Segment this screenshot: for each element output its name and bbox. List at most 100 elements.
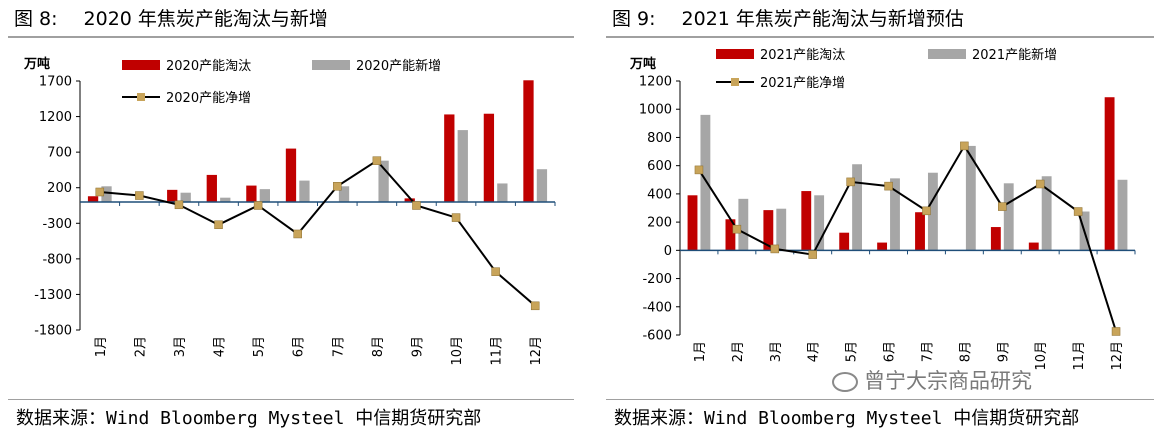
bar-addition [536,169,548,202]
bar-elimination [990,227,1001,251]
bar-addition [1041,176,1052,251]
chart-panel-2021: 图 9: 2021 年焦炭产能淘汰与新增预估 万吨 -600 -400 -200 0 200… [598,0,1160,433]
x-tick-label: 10月 [1034,341,1049,371]
net-change-point [491,267,500,276]
net-change-point [1035,179,1045,189]
bar-elimination [87,196,99,202]
bar-addition [927,172,938,251]
title-divider [606,36,1154,38]
net-change-point [214,220,223,229]
data-source-note: 数据来源：Wind Bloomberg Mysteel 中信期货研究部 [16,408,482,429]
legend-swatch [312,60,350,70]
title-divider [8,36,574,38]
bar-addition [1003,183,1014,251]
y-tick-label: -800 [42,252,72,267]
net-change-point [135,191,144,200]
legend-swatch [716,49,754,59]
y-tick-label: -400 [642,300,672,315]
x-tick-label: 10月 [450,336,465,366]
x-tick-label: 1月 [94,336,109,357]
y-tick-label: 1200 [39,110,72,125]
net-change-point [372,156,382,165]
bar-elimination [483,113,495,202]
source-divider [606,399,1154,400]
y-tick-label: 800 [647,131,672,146]
data-source-note: 数据来源：Wind Bloomberg Mysteel 中信期货研究部 [614,408,1080,429]
wechat-icon [832,372,858,392]
legend-label: 2021产能新增 [972,47,1057,63]
bar-addition [457,130,468,202]
legend-label: 2020产能新增 [356,58,441,74]
y-tick-label: -300 [42,217,72,232]
bar-addition [965,145,976,251]
x-tick-label: 6月 [292,336,307,357]
net-change-point [808,250,817,259]
figure-number: 图 9: [612,8,656,30]
net-change-point [770,244,780,254]
y-tick-label: -1800 [34,324,72,339]
y-tick-label: 400 [647,187,672,202]
bar-addition [220,197,231,202]
x-tick-label: 6月 [883,341,898,362]
bar-elimination [444,114,455,202]
bar-addition [738,198,749,251]
figure-title-text: 2020 年焦炭产能淘汰与新增 [83,8,328,30]
chart-2020: 万吨 -1800 -1300 -800 -300 200 700 1200 1700 1月 2月 3月… [23,56,556,366]
bar-elimination [404,198,415,202]
net-change-point [293,229,302,239]
net-change-point [333,182,342,191]
x-tick-label: 3月 [769,341,784,362]
y-axis-unit-label: 万吨 [629,56,656,72]
net-change-point [451,213,461,222]
x-tick-label: 11月 [490,336,505,366]
x-tick-label: 8月 [371,336,386,357]
figure-title-text: 2021 年焦炭产能淘汰与新增预估 [681,8,964,30]
net-change-point [95,187,105,197]
figure-title-2020: 图 8: 2020 年焦炭产能淘汰与新增 [14,4,328,31]
x-tick-label: 1月 [693,341,708,362]
y-tick-label: 200 [47,181,72,196]
net-change-point [846,177,855,187]
net-change-point [732,224,742,234]
y-axis-unit-label: 万吨 [23,56,50,72]
bar-elimination [839,232,850,251]
net-change-point [530,301,540,311]
chart-2021: 万吨 -600 -400 -200 0 200 400 600 800 1000 1200 1月 2月 3… [629,47,1136,371]
y-tick-label: 1200 [639,75,672,90]
legend-label: 2021产能淘汰 [760,48,845,63]
legend-swatch [122,60,160,70]
figure-title-2021: 图 9: 2021 年焦炭产能淘汰与新增预估 [612,4,964,31]
bar-addition [700,114,711,251]
x-tick-label: 7月 [920,341,935,362]
bar-addition [1117,179,1128,251]
net-change-point [960,141,969,151]
bar-addition [378,160,389,202]
bar-addition [814,195,825,251]
bar-elimination [877,242,888,251]
source-divider [8,399,574,400]
y-tick-label: -200 [642,272,672,287]
x-tick-label: 12月 [529,336,544,366]
bar-addition [180,192,191,202]
x-tick-label: 9月 [410,336,425,357]
x-tick-label: 3月 [173,336,188,357]
x-tick-label: 5月 [252,336,267,357]
net-change-point [922,206,931,216]
y-tick-label: -600 [642,329,672,344]
bar-elimination [1104,97,1115,251]
bar-elimination [246,185,257,202]
legend-label: 2021产能净增 [760,76,845,91]
net-change-point [253,201,263,210]
bar-elimination [206,174,217,202]
bar-elimination [915,212,925,251]
x-tick-label: 12月 [1110,341,1125,371]
net-change-point [174,200,184,210]
x-tick-label: 2月 [133,336,148,357]
bar-addition [890,178,900,251]
x-tick-label: 5月 [845,341,860,362]
bar-elimination [801,191,812,251]
net-change-point [884,181,893,191]
bar-addition [101,186,112,202]
y-tick-label: 600 [647,159,672,174]
net-change-line [99,159,536,307]
